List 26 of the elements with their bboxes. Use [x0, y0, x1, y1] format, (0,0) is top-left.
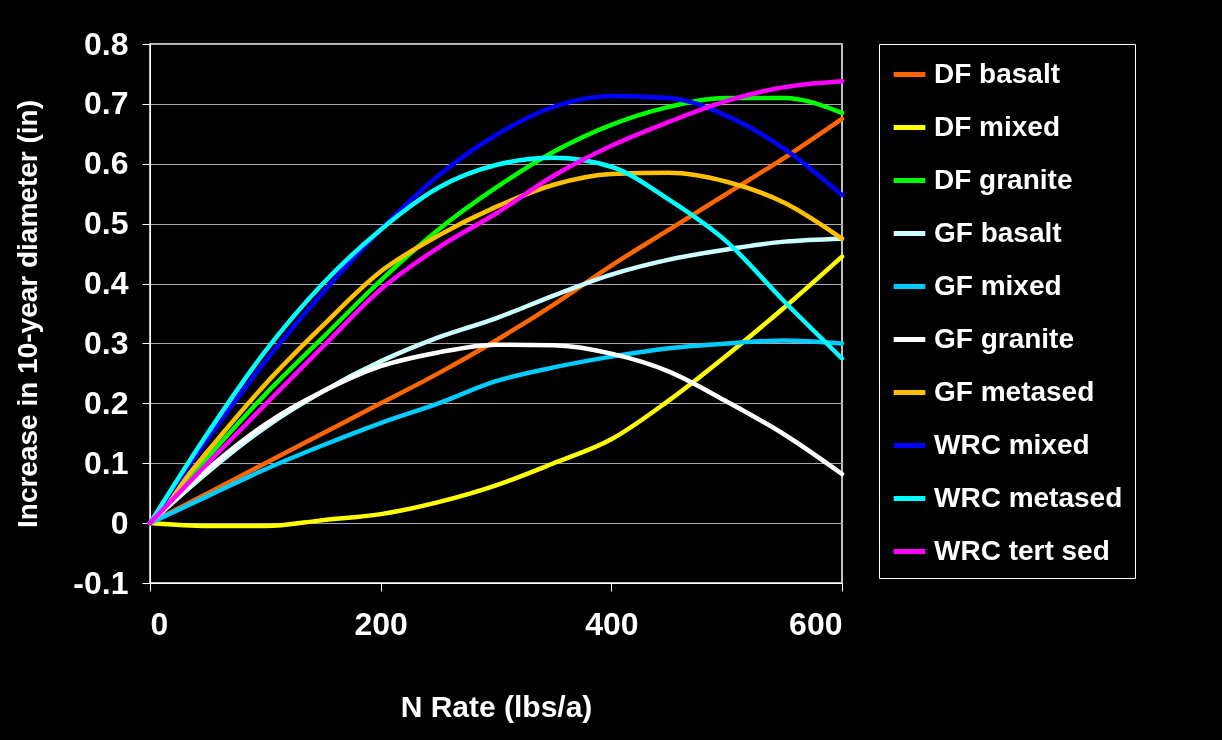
legend-label: DF basalt [934, 57, 1061, 89]
legend-label: GF mixed [934, 269, 1062, 301]
y-axis-title: Increase in 10-year diameter (in) [12, 100, 44, 528]
x-tick-label: 200 [354, 605, 408, 642]
x-tick-label: 400 [585, 605, 639, 642]
legend-label: DF mixed [934, 110, 1061, 142]
legend-label: WRC mixed [934, 428, 1090, 460]
legend-label: DF granite [934, 163, 1073, 195]
x-tick-label: 0 [150, 605, 169, 642]
x-tick-label: 600 [789, 605, 843, 642]
y-tick-label: 0.2 [84, 384, 129, 421]
x-axis-title: N Rate (lbs/a) [400, 689, 593, 723]
y-tick-label: 0.6 [84, 145, 129, 182]
legend-label: WRC metased [934, 481, 1123, 513]
y-tick-label: 0.7 [84, 85, 129, 122]
legend-label: GF basalt [934, 216, 1062, 248]
legend-label: GF granite [934, 322, 1075, 354]
y-tick-label: 0 [110, 504, 129, 541]
legend-label: WRC tert sed [934, 534, 1110, 566]
y-tick-label: 0.1 [84, 444, 129, 481]
legend-label: GF metased [934, 375, 1095, 407]
y-tick-label: 0.8 [84, 25, 129, 62]
y-tick-label: -0.1 [73, 564, 129, 601]
y-tick-label: 0.3 [84, 324, 129, 361]
y-tick-label: 0.5 [84, 205, 129, 242]
y-tick-label: 0.4 [84, 265, 129, 302]
